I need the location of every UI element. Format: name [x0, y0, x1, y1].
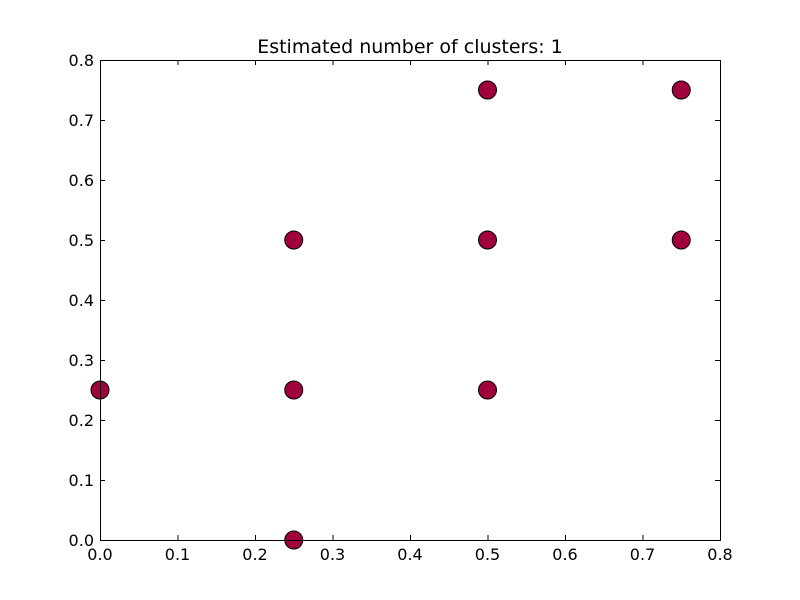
x-tick-label: 0.8 [707, 545, 732, 564]
y-tick-label: 0.2 [69, 411, 94, 430]
y-tick-label: 0.6 [69, 171, 94, 190]
y-tick-label: 0.7 [69, 111, 94, 130]
x-tick-label: 0.4 [397, 545, 422, 564]
y-tick-labels: 0.0 0.1 0.2 0.3 0.4 0.5 0.6 0.7 0.8 [69, 51, 94, 550]
y-tick-label: 0.1 [69, 471, 94, 490]
x-tick-label: 0.3 [320, 545, 345, 564]
y-tick-label: 0.5 [69, 231, 94, 250]
data-points [90, 80, 691, 550]
data-point [478, 380, 497, 400]
y-tick-label: 0.3 [69, 351, 94, 370]
data-point [478, 80, 497, 100]
y-tick-label: 0.0 [69, 531, 94, 550]
x-tick-labels: 0.0 0.1 0.2 0.3 0.4 0.5 0.6 0.7 0.8 [87, 545, 732, 564]
data-point [284, 380, 304, 400]
data-point [478, 230, 497, 250]
x-tick-label: 0.2 [242, 545, 267, 564]
y-tick-label: 0.8 [69, 51, 94, 70]
x-tick-label: 0.7 [630, 545, 655, 564]
x-tick-label: 0.6 [552, 545, 577, 564]
chart-title: Estimated number of clusters: 1 [257, 36, 563, 58]
plot-frame [100, 60, 721, 541]
data-point [284, 230, 304, 250]
y-tick-label: 0.4 [69, 291, 94, 310]
data-point [671, 80, 691, 100]
x-tick-label: 0.5 [475, 545, 500, 564]
data-point [671, 230, 691, 250]
x-tick-label: 0.0 [87, 545, 112, 564]
x-tick-label: 0.1 [165, 545, 190, 564]
tick-marks [100, 60, 721, 541]
